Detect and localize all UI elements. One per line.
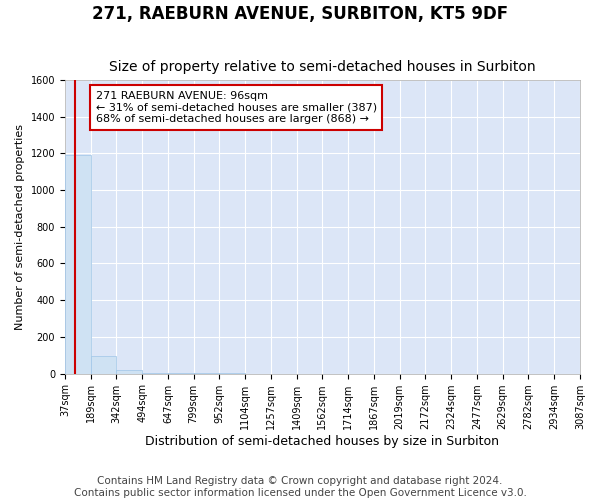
Bar (91, 356, 116, 374)
Text: Contains HM Land Registry data © Crown copyright and database right 2024.
Contai: Contains HM Land Registry data © Crown c… (74, 476, 526, 498)
Bar (116, 370, 142, 374)
Text: 271, RAEBURN AVENUE, SURBITON, KT5 9DF: 271, RAEBURN AVENUE, SURBITON, KT5 9DF (92, 5, 508, 23)
Bar (65, 155, 91, 374)
Text: 271 RAEBURN AVENUE: 96sqm
← 31% of semi-detached houses are smaller (387)
68% of: 271 RAEBURN AVENUE: 96sqm ← 31% of semi-… (95, 91, 377, 124)
Bar (142, 372, 168, 374)
Title: Size of property relative to semi-detached houses in Surbiton: Size of property relative to semi-detach… (109, 60, 536, 74)
Y-axis label: Number of semi-detached properties: Number of semi-detached properties (15, 124, 25, 330)
X-axis label: Distribution of semi-detached houses by size in Surbiton: Distribution of semi-detached houses by … (145, 434, 499, 448)
